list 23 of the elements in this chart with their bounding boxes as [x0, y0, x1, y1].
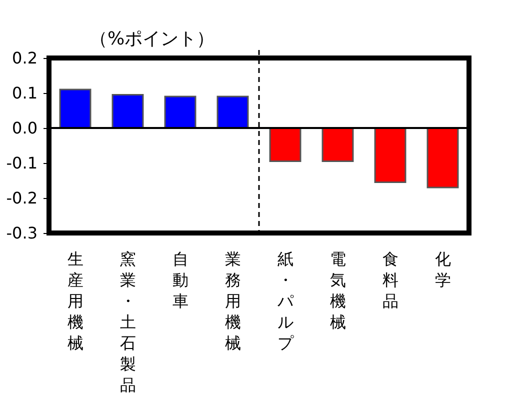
y-tick-label: 0.0: [12, 118, 38, 138]
x-tick-label: 業務用機械: [224, 250, 241, 352]
x-tick-label: 自動車: [172, 250, 188, 310]
bar: [112, 94, 144, 129]
bar: [426, 127, 459, 188]
y-axis-title: （%ポイント）: [90, 28, 215, 50]
bar: [216, 96, 249, 129]
y-tick-label: -0.3: [6, 224, 38, 242]
bar: [322, 127, 354, 162]
y-tick-label: -0.2: [6, 188, 38, 208]
x-tick-label: 化学: [434, 250, 451, 290]
x-tick-label: 電気機械: [330, 250, 346, 332]
bar: [164, 96, 196, 129]
y-tick-label: 0.1: [12, 84, 38, 102]
x-tick-label: 生産用機械: [67, 250, 84, 352]
bar: [269, 127, 302, 162]
x-tick-label: 窯業・土石製品: [120, 250, 136, 394]
x-tick-label: 紙・パルプ: [276, 250, 294, 352]
bar: [374, 127, 406, 183]
y-tick-label: -0.1: [6, 154, 38, 172]
y-tick-label: 0.2: [12, 48, 38, 68]
x-tick-label: 食料品: [382, 250, 398, 310]
bar: [59, 88, 92, 129]
